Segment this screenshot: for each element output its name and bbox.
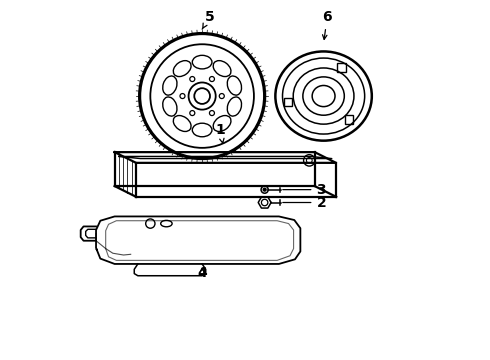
Circle shape: [263, 188, 266, 191]
Text: 5: 5: [202, 10, 214, 29]
Text: 2: 2: [283, 195, 326, 210]
Bar: [345, 115, 353, 124]
Bar: [284, 98, 292, 106]
Text: 4: 4: [197, 266, 207, 280]
Text: 6: 6: [322, 10, 332, 39]
Text: 1: 1: [215, 122, 225, 143]
Bar: [338, 63, 346, 72]
Text: 3: 3: [283, 183, 326, 197]
